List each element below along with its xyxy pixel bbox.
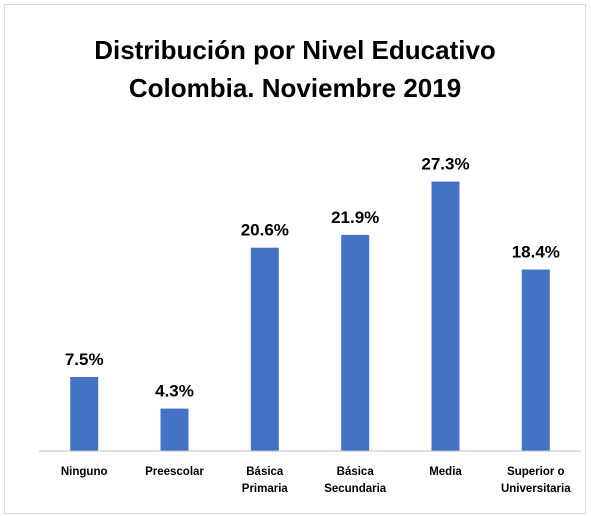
category-label-line: Secundaria: [324, 483, 387, 495]
category-label-line: Media: [429, 466, 462, 478]
category-label-3: Básica Secundaria: [324, 466, 387, 495]
bar-5: [521, 269, 550, 451]
category-label-line: Básica: [246, 466, 284, 478]
chart-frame: Distribución por Nivel Educativo Colombi…: [4, 4, 586, 514]
category-label-line: Preescolar: [145, 466, 204, 478]
data-label-1: 4.3%: [155, 382, 194, 401]
data-label-5: 18.4%: [512, 243, 560, 262]
chart-subtitle: Colombia. Noviembre 2019: [128, 73, 462, 103]
bar-chart: 7.5% Ninguno 4.3% Preescolar 20.6% Básica Prim…: [39, 155, 581, 495]
category-label-4: Media: [429, 466, 462, 478]
data-label-0: 7.5%: [65, 350, 104, 369]
bar-1: [160, 408, 189, 451]
category-label-line: Universitaria: [501, 483, 571, 495]
chart-title: Distribución por Nivel Educativo: [94, 35, 496, 65]
category-label-line: Básica: [337, 466, 375, 478]
data-label-2: 20.6%: [241, 221, 289, 240]
bar-0: [70, 377, 99, 451]
data-label-4: 27.3%: [421, 155, 469, 174]
category-label-line: Superior o: [507, 466, 565, 478]
category-label-line: Ninguno: [61, 466, 108, 478]
bar-2: [250, 247, 279, 451]
bar-3: [341, 234, 370, 451]
category-label-5: Superior o Universitaria: [501, 466, 571, 495]
category-label-line: Primaria: [242, 483, 289, 495]
category-label-2: Básica Primaria: [242, 466, 289, 495]
chart-title-block: Distribución por Nivel Educativo Colombi…: [5, 31, 585, 107]
category-label-1: Preescolar: [145, 466, 204, 478]
category-label-0: Ninguno: [61, 466, 108, 478]
data-label-3: 21.9%: [331, 208, 379, 227]
bar-4: [431, 181, 460, 451]
